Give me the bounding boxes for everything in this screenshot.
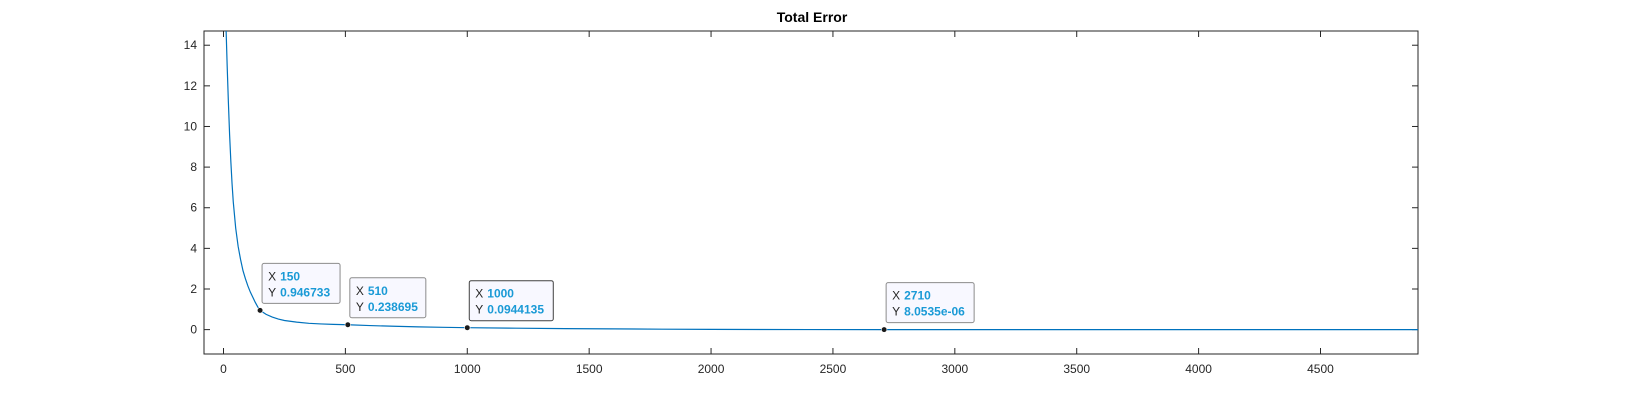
datatip-box [885, 282, 975, 324]
datatip-marker[interactable] [256, 307, 264, 314]
datatip-marker[interactable] [464, 324, 471, 331]
datatip-box [349, 277, 427, 319]
datatip-x-value: 1000 [487, 287, 514, 301]
x-tick-label: 1500 [576, 362, 603, 376]
datatip-marker[interactable] [881, 326, 888, 333]
y-tick-label: 0 [190, 323, 197, 337]
x-tick-label: 4500 [1307, 362, 1334, 376]
datatip-y-value: 0.0944135 [487, 303, 544, 317]
y-tick-label: 12 [184, 79, 198, 93]
datatip-y-label: Y [268, 285, 276, 299]
datatip-box [468, 280, 554, 322]
datatip-y-label: Y [356, 300, 364, 314]
datatip-x-value: 510 [368, 284, 388, 298]
datatip-y-value: 0.238695 [368, 300, 418, 314]
y-tick-label: 14 [184, 38, 198, 52]
x-tick-label: 3000 [941, 362, 968, 376]
datatip-box [261, 262, 341, 304]
datatip-marker[interactable] [344, 321, 351, 328]
x-tick-label: 2000 [698, 362, 725, 376]
datatip-y-value: 0.946733 [280, 285, 330, 299]
datatip[interactable]: X 1000 Y 0.0944135 [464, 280, 554, 331]
x-tick-label: 0 [220, 362, 227, 376]
datatip-x-label: X [892, 289, 900, 303]
y-tick-label: 4 [190, 241, 197, 255]
datatip-y-label: Y [475, 303, 483, 317]
datatip[interactable]: X 2710 Y 8.0535e-06 [881, 282, 975, 333]
datatip-y-value: 8.0535e-06 [904, 305, 965, 319]
x-tick-label: 1000 [454, 362, 481, 376]
datatip[interactable]: X 150 Y 0.946733 [256, 262, 341, 314]
y-tick-label: 6 [190, 201, 197, 215]
datatip-x-value: 150 [280, 269, 300, 283]
datatip-x-label: X [268, 269, 276, 283]
x-tick-label: 2500 [820, 362, 847, 376]
datatip-x-label: X [475, 287, 483, 301]
datatip-x-value: 2710 [904, 289, 931, 303]
datatip-y-label: Y [892, 305, 900, 319]
y-tick-label: 10 [184, 119, 198, 133]
x-tick-label: 3500 [1063, 362, 1090, 376]
chart-title: Total Error [777, 9, 848, 25]
y-tick-label: 2 [190, 282, 197, 296]
x-tick-label: 500 [335, 362, 355, 376]
x-tick-label: 4000 [1185, 362, 1212, 376]
y-tick-label: 8 [190, 160, 197, 174]
datatip-x-label: X [356, 284, 364, 298]
datatip[interactable]: X 510 Y 0.238695 [344, 277, 427, 328]
series-line [225, 31, 1418, 331]
